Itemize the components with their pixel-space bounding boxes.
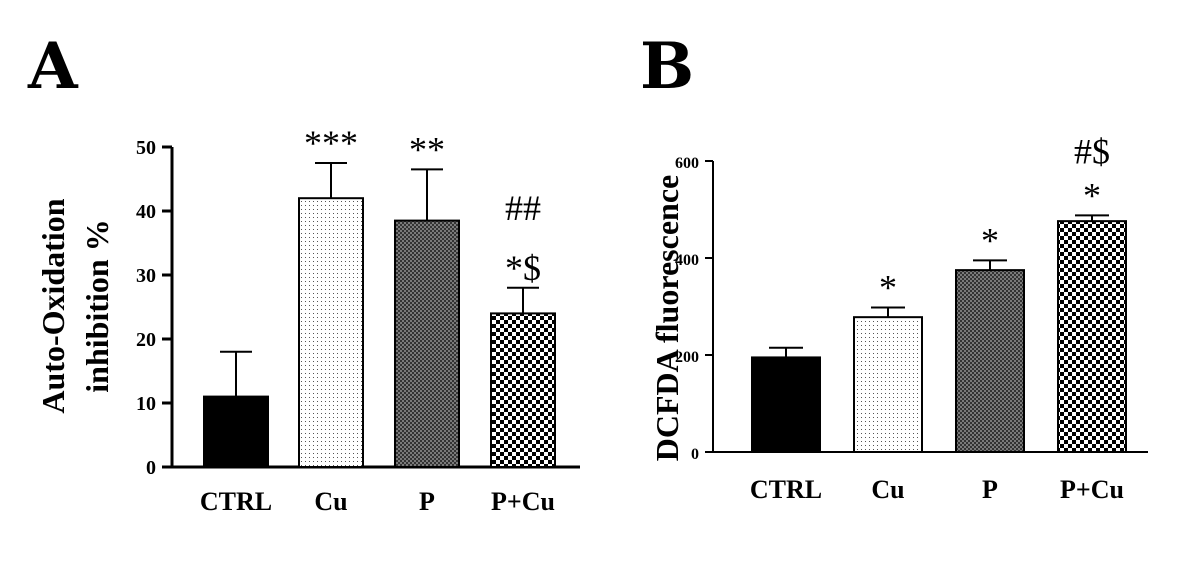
panel-b-ytick-label: 600	[675, 155, 699, 172]
panel-b-significance-p: *	[981, 220, 999, 260]
panel-b-category-cu: Cu	[871, 475, 904, 504]
panel-b-ytick-label: 400	[675, 252, 699, 269]
panel-a-significance-p-cu: *$	[505, 248, 541, 288]
panel-a-ylabel-line2: inhibition %	[79, 219, 115, 392]
panel-a-ytick-label: 0	[146, 457, 156, 479]
panel-b-category-p-cu: P+Cu	[1060, 475, 1124, 504]
panel-a-ytick-label: 30	[136, 265, 156, 287]
panel-b-bar-p	[955, 269, 1025, 453]
panel-a-significance-p-cu: ##	[505, 188, 541, 228]
panel-b-significance-p-cu: *	[1083, 175, 1101, 215]
panel-a-letter: A	[27, 29, 79, 104]
panel-b-category-p: P	[982, 475, 998, 504]
panel-a-ylabel-line1: Auto-Oxidation	[35, 198, 71, 413]
panel-a-significance-cu: ***	[304, 123, 358, 163]
panel-b-letter: B	[640, 29, 694, 104]
panel-a-bar-ctrl	[203, 395, 269, 469]
panel-b-ytick-label: 200	[675, 349, 699, 366]
panel-b-ylabel: DCFDA fluorescence	[649, 175, 685, 461]
panel-a: A Auto-Oxidation inhibition % 0 10 20 30 40 5…	[27, 29, 580, 516]
panel-b: B DCFDA fluorescence 0 200 400 600 CTRL Cu P P…	[640, 29, 1148, 504]
panel-a-category-p-cu: P+Cu	[491, 487, 555, 516]
panel-a-category-ctrl: CTRL	[200, 487, 272, 516]
panel-a-bar-cu	[298, 197, 364, 468]
panel-a-ytick-label: 10	[136, 393, 156, 415]
panel-a-bar-p-cu	[490, 312, 556, 468]
panel-a-category-p: P	[419, 487, 435, 516]
panel-b-bar-ctrl	[751, 356, 821, 453]
panel-a-ytick-label: 40	[136, 201, 156, 223]
panel-b-bar-p-cu	[1057, 220, 1127, 453]
panel-a-bar-p	[394, 219, 460, 468]
panel-a-ytick-label: 20	[136, 329, 156, 351]
panel-b-bar-cu	[853, 316, 923, 454]
panel-b-significance-p-cu: #$	[1074, 131, 1110, 171]
panel-a-significance-p: **	[409, 129, 445, 169]
panel-b-category-ctrl: CTRL	[750, 475, 822, 504]
panel-b-significance-cu: *	[879, 267, 897, 307]
panel-a-category-cu: Cu	[314, 487, 347, 516]
panel-b-ytick-label: 0	[691, 446, 699, 463]
panel-a-ytick-label: 50	[136, 137, 156, 159]
